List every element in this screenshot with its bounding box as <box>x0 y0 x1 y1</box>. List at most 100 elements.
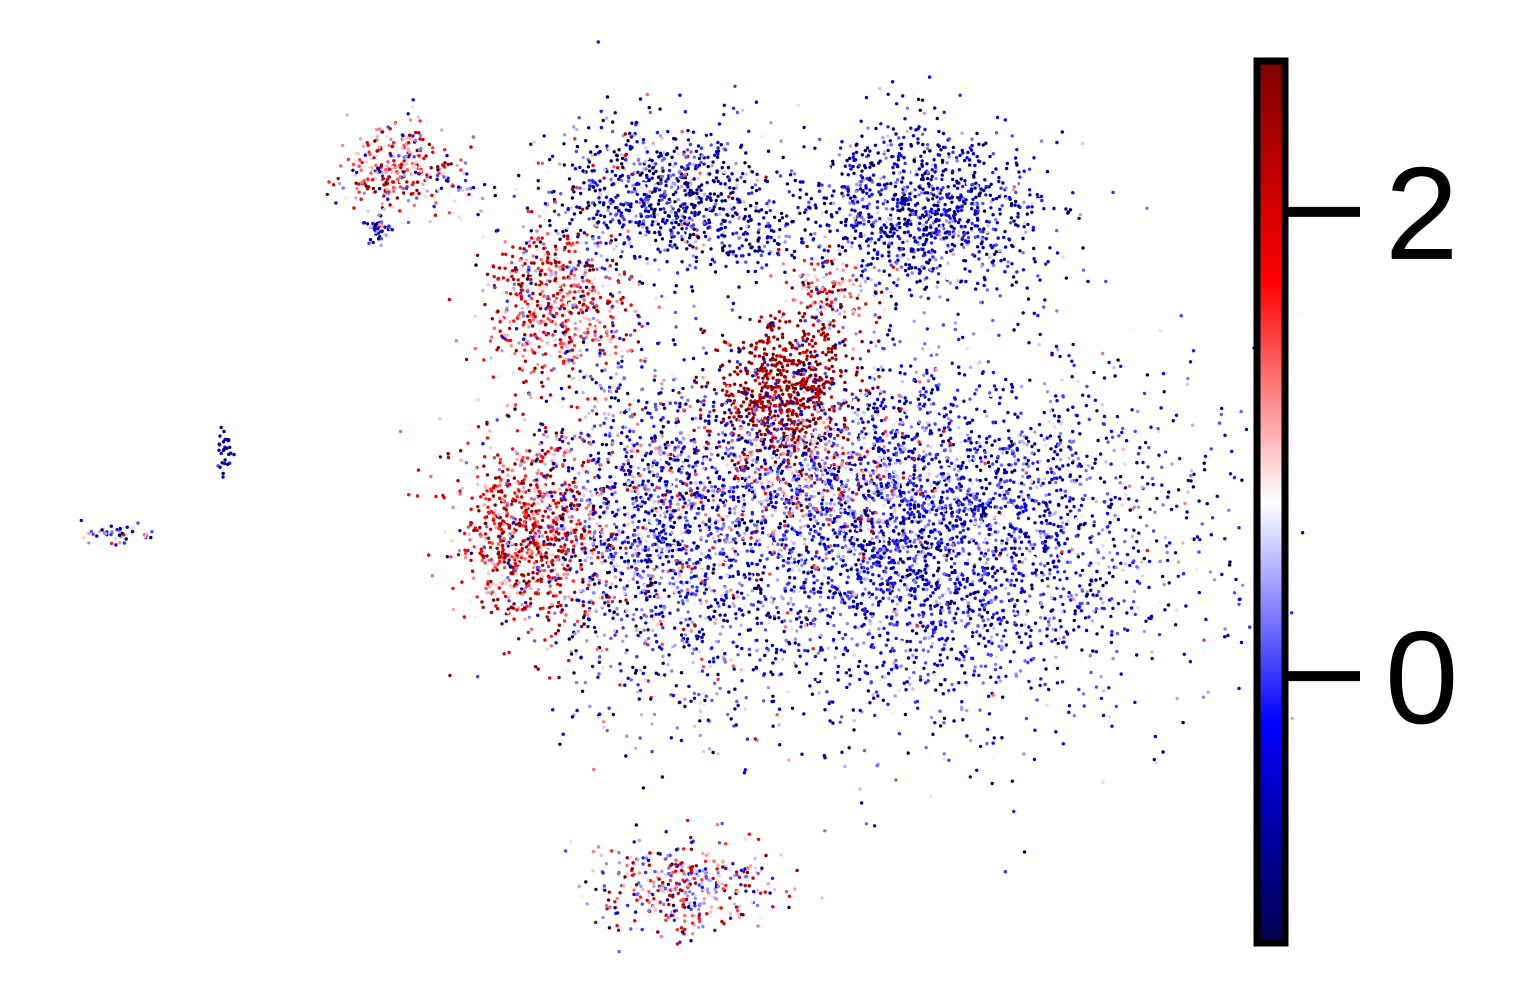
scatter-point <box>1027 167 1032 171</box>
scatter-point <box>373 190 377 194</box>
scatter-point <box>699 327 703 331</box>
scatter-point <box>500 531 504 536</box>
scatter-point <box>382 207 386 211</box>
scatter-point <box>994 167 998 171</box>
scatter-point <box>754 280 758 285</box>
scatter-point <box>934 258 938 262</box>
scatter-point <box>488 527 493 531</box>
scatter-point <box>508 292 513 296</box>
scatter-point <box>554 229 558 233</box>
scatter-point <box>591 180 596 184</box>
scatter-point <box>485 554 489 558</box>
scatter-point <box>503 333 507 337</box>
scatter-point <box>447 211 452 215</box>
scatter-point <box>764 175 768 179</box>
scatter-point <box>602 271 606 275</box>
scatter-point <box>1003 245 1008 249</box>
scatter-point <box>553 260 558 265</box>
scatter-point <box>706 226 710 230</box>
scatter-point <box>492 456 497 460</box>
scatter-point <box>506 610 510 614</box>
scatter-point <box>889 218 893 222</box>
scatter-point <box>523 348 527 352</box>
scatter-point <box>825 259 830 263</box>
scatter-point <box>838 146 843 150</box>
scatter-point <box>486 571 491 576</box>
scatter-point <box>782 358 787 362</box>
scatter-point <box>510 554 514 559</box>
scatter-point <box>663 210 667 215</box>
scatter-point <box>823 235 827 239</box>
scatter-point <box>879 290 884 294</box>
scatter-point <box>799 301 803 305</box>
scatter-point <box>572 296 576 300</box>
scatter-point <box>475 482 480 487</box>
scatter-point <box>713 153 717 157</box>
scatter-point <box>503 556 507 560</box>
scatter-point <box>507 526 511 530</box>
scatter-point <box>821 383 825 387</box>
scatter-point <box>538 329 542 333</box>
scatter-point <box>535 542 540 546</box>
scatter-point <box>809 354 813 359</box>
scatter-point <box>719 143 723 147</box>
scatter-point <box>410 209 414 213</box>
scatter-point <box>929 225 933 230</box>
scatter-point <box>559 192 563 196</box>
scatter-point <box>450 539 454 543</box>
scatter-point <box>378 169 382 174</box>
scatter-point <box>506 338 510 343</box>
scatter-point <box>801 329 806 333</box>
scatter-point <box>513 268 517 272</box>
scatter-point <box>542 134 546 138</box>
scatter-point <box>757 187 762 191</box>
scatter-point <box>925 146 930 151</box>
scatter-point <box>523 343 527 347</box>
scatter-point <box>884 219 888 224</box>
scatter-point <box>807 365 811 370</box>
scatter-point <box>886 143 890 147</box>
scatter-point <box>1010 283 1014 287</box>
scatter-point <box>958 153 962 158</box>
scatter-point <box>794 412 798 416</box>
scatter-point <box>924 220 929 224</box>
scatter-point <box>539 303 543 308</box>
scatter-point <box>776 414 780 418</box>
scatter-point <box>780 335 785 340</box>
scatter-point <box>611 218 615 222</box>
scatter-point <box>574 535 578 539</box>
scatter-point <box>983 178 987 182</box>
scatter-point <box>758 382 762 386</box>
scatter-point <box>424 154 428 158</box>
scatter-point <box>617 123 621 127</box>
scatter-point <box>655 130 660 135</box>
scatter-point <box>506 607 510 611</box>
scatter-point <box>1032 257 1036 261</box>
scatter-point <box>896 164 900 169</box>
scatter-point <box>959 208 964 213</box>
scatter-point <box>827 408 832 412</box>
scatter-point <box>764 352 769 357</box>
scatter-point <box>1023 221 1027 225</box>
scatter-point <box>685 183 689 187</box>
scatter-point <box>741 232 746 236</box>
scatter-point <box>606 208 610 213</box>
scatter-point <box>652 215 656 219</box>
scatter-point <box>920 159 924 163</box>
scatter-point <box>795 398 799 402</box>
scatter-point <box>906 230 910 234</box>
scatter-point <box>359 168 363 172</box>
scatter-point <box>980 236 984 241</box>
scatter-point <box>523 513 528 517</box>
scatter-point <box>947 192 951 196</box>
scatter-point <box>680 227 684 231</box>
scatter-point <box>894 180 898 185</box>
scatter-point <box>522 490 526 494</box>
scatter-point <box>852 216 857 221</box>
scatter-point <box>692 177 696 181</box>
scatter-point <box>1078 212 1083 217</box>
scatter-point <box>611 316 615 320</box>
scatter-point <box>456 479 460 483</box>
scatter-point <box>739 254 744 258</box>
scatter-point <box>527 559 531 563</box>
